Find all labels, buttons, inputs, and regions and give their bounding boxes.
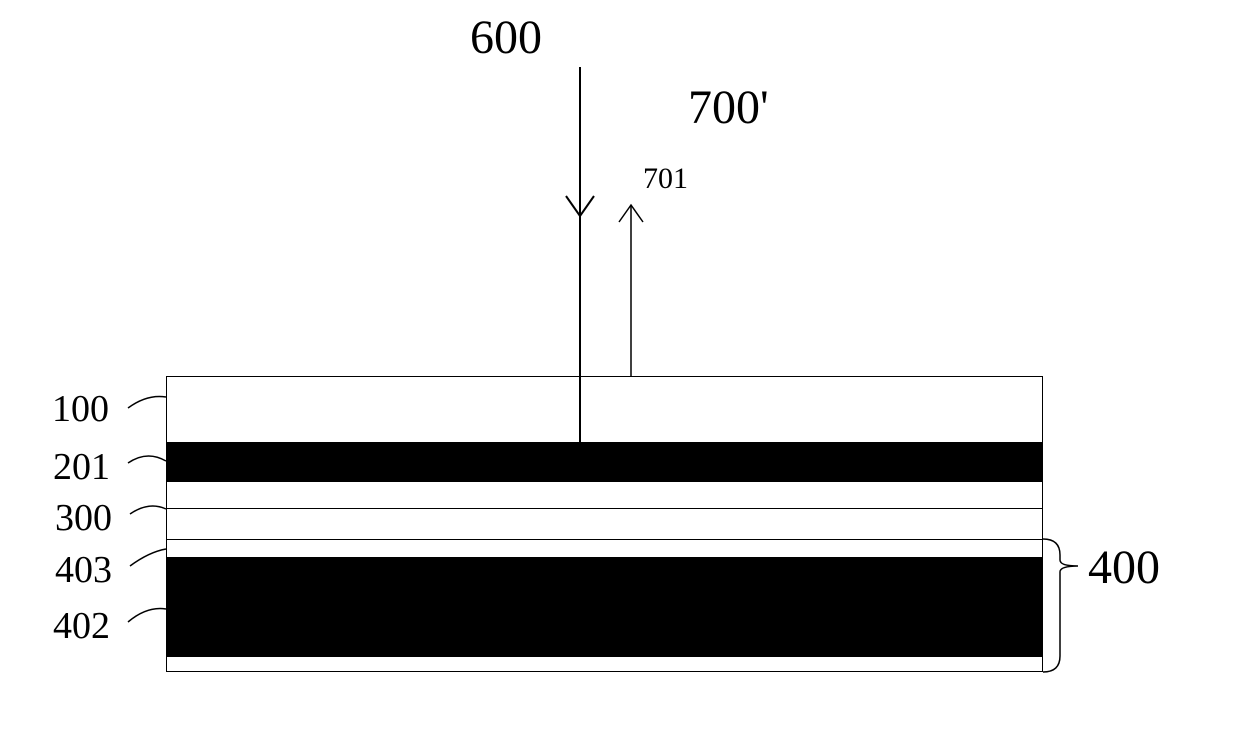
arrow-701-head — [619, 205, 643, 222]
leader-201 — [128, 456, 166, 463]
leader-300 — [130, 506, 166, 514]
label-600: 600 — [470, 10, 542, 65]
brace-400 — [1043, 539, 1078, 672]
layer-bottom-gap — [166, 657, 1043, 672]
layer-100 — [166, 376, 1043, 442]
layer-300-upper — [166, 482, 1043, 509]
layer-403 — [166, 539, 1043, 557]
label-201: 201 — [53, 445, 110, 489]
label-400: 400 — [1088, 540, 1160, 595]
label-700-prime: 700' — [688, 80, 769, 135]
arrow-600-head — [566, 196, 594, 216]
layer-300-lower — [166, 509, 1043, 539]
label-100: 100 — [52, 387, 109, 431]
label-300: 300 — [55, 496, 112, 540]
label-701: 701 — [643, 162, 688, 196]
layer-402 — [166, 557, 1043, 657]
leader-403 — [130, 549, 166, 566]
leader-402 — [128, 609, 166, 622]
layer-201 — [166, 442, 1043, 482]
label-403: 403 — [55, 548, 112, 592]
label-402: 402 — [53, 604, 110, 648]
leader-100 — [128, 396, 166, 408]
